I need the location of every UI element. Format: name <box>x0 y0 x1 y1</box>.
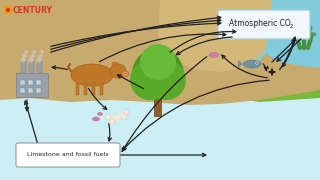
Circle shape <box>10 8 13 12</box>
Circle shape <box>24 50 28 54</box>
Text: Limestone and fossil fuels: Limestone and fossil fuels <box>27 152 109 158</box>
Ellipse shape <box>98 112 102 116</box>
Bar <box>36 80 41 85</box>
Ellipse shape <box>112 62 118 66</box>
Bar <box>36 61 42 73</box>
Ellipse shape <box>292 32 301 38</box>
Bar <box>84 83 86 95</box>
Bar <box>20 88 25 93</box>
Circle shape <box>123 109 129 115</box>
Polygon shape <box>255 0 320 68</box>
Ellipse shape <box>121 71 129 77</box>
Text: 2: 2 <box>289 24 293 29</box>
Bar <box>100 83 102 95</box>
Bar <box>16 73 48 97</box>
Ellipse shape <box>110 64 126 78</box>
Ellipse shape <box>209 53 219 57</box>
Bar <box>28 61 34 73</box>
Circle shape <box>140 44 176 80</box>
Circle shape <box>6 5 10 8</box>
Bar <box>36 88 41 93</box>
Bar <box>28 80 33 85</box>
Text: Atmospheric CO: Atmospheric CO <box>229 19 291 28</box>
Bar <box>76 83 78 95</box>
Polygon shape <box>168 0 285 70</box>
Ellipse shape <box>296 25 303 34</box>
Circle shape <box>109 119 115 125</box>
Polygon shape <box>238 60 243 68</box>
Circle shape <box>36 57 42 62</box>
Bar <box>20 61 26 73</box>
Circle shape <box>256 62 258 64</box>
Circle shape <box>4 11 7 14</box>
Circle shape <box>105 114 111 120</box>
Ellipse shape <box>71 64 113 86</box>
Circle shape <box>146 60 186 100</box>
Circle shape <box>255 62 259 64</box>
Circle shape <box>28 57 34 62</box>
Text: CENTURY: CENTURY <box>13 6 53 15</box>
FancyBboxPatch shape <box>218 10 310 39</box>
Ellipse shape <box>243 60 261 68</box>
Circle shape <box>38 54 43 58</box>
Circle shape <box>132 48 184 100</box>
Circle shape <box>32 50 36 54</box>
Ellipse shape <box>302 23 307 33</box>
FancyBboxPatch shape <box>16 143 120 167</box>
Polygon shape <box>0 0 320 105</box>
Circle shape <box>40 50 44 54</box>
Circle shape <box>20 57 26 62</box>
Ellipse shape <box>305 26 312 34</box>
Bar <box>20 80 25 85</box>
Bar <box>92 83 94 95</box>
Bar <box>28 88 33 93</box>
Circle shape <box>4 6 7 9</box>
Circle shape <box>130 60 170 100</box>
Polygon shape <box>158 0 272 72</box>
Polygon shape <box>0 0 320 102</box>
Circle shape <box>121 114 127 120</box>
Circle shape <box>6 12 10 15</box>
Circle shape <box>30 54 35 58</box>
Circle shape <box>6 8 10 12</box>
Circle shape <box>9 11 12 14</box>
Circle shape <box>9 6 12 9</box>
Ellipse shape <box>92 117 100 121</box>
Circle shape <box>22 54 27 58</box>
Bar <box>154 89 162 117</box>
Ellipse shape <box>307 32 316 38</box>
Circle shape <box>3 8 6 12</box>
